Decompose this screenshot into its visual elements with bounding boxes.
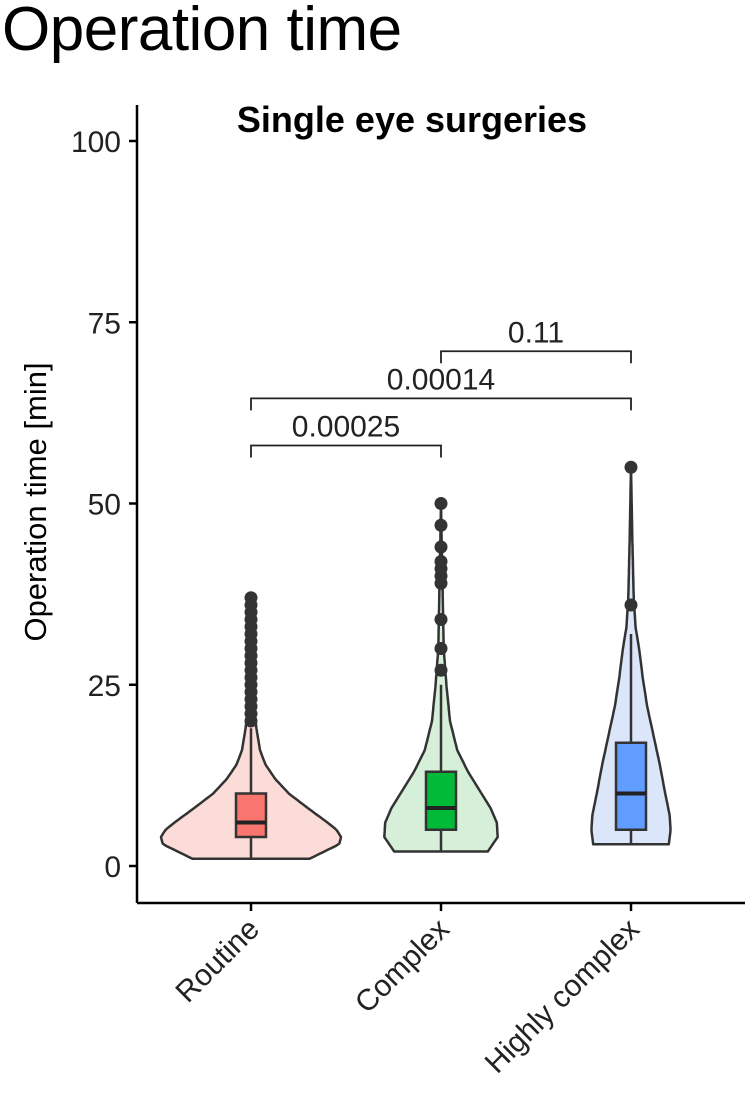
y-tick-label: 0 bbox=[104, 851, 121, 884]
p-value-label: 0.11 bbox=[508, 316, 564, 349]
chart-axes: 0 25 50 75 100 Routine Complex Highly complex bbox=[71, 105, 745, 1080]
outlier-point bbox=[434, 518, 448, 532]
y-axis-title: Operation time [min] bbox=[18, 362, 53, 641]
y-tick-label: 100 bbox=[71, 126, 121, 159]
box-iqr bbox=[234, 792, 268, 839]
box-iqr bbox=[614, 741, 648, 831]
y-tick-label: 25 bbox=[88, 670, 121, 703]
outlier-point bbox=[624, 460, 638, 474]
outlier-point bbox=[434, 555, 448, 568]
violin-layer bbox=[159, 460, 672, 861]
p-value-label: 0.00014 bbox=[387, 363, 495, 396]
comparison-bracket bbox=[250, 444, 442, 458]
comparison-layer: 0.00025 0.00014 0.11 bbox=[250, 316, 632, 458]
comparison-bracket bbox=[250, 397, 632, 411]
outlier-point bbox=[624, 598, 638, 612]
x-tick-label: Highly complex bbox=[479, 913, 646, 1080]
y-tick-label: 50 bbox=[88, 489, 121, 522]
box-iqr bbox=[424, 770, 458, 831]
x-tick-label: Routine bbox=[169, 913, 265, 1009]
outlier-point bbox=[434, 642, 448, 655]
outlier-point bbox=[434, 663, 448, 677]
x-tick-label: Complex bbox=[349, 913, 456, 1020]
chart-title: Single eye surgeries bbox=[237, 99, 587, 140]
page-title: Operation time bbox=[2, 0, 402, 64]
outlier-point bbox=[434, 497, 448, 510]
p-value-label: 0.00025 bbox=[292, 411, 400, 444]
comparison-bracket bbox=[440, 350, 632, 364]
outlier-point bbox=[434, 540, 448, 554]
outlier-point bbox=[244, 591, 258, 605]
y-tick-label: 75 bbox=[88, 307, 121, 340]
outlier-point bbox=[434, 613, 448, 626]
